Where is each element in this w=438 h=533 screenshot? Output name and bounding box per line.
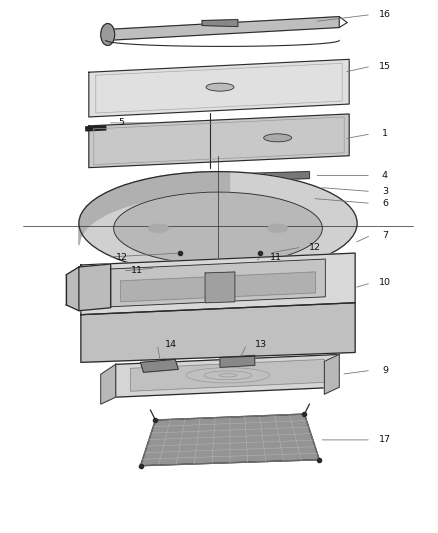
Polygon shape bbox=[116, 354, 339, 397]
Text: 10: 10 bbox=[379, 278, 391, 287]
Text: 12: 12 bbox=[309, 243, 321, 252]
Text: 14: 14 bbox=[165, 340, 177, 349]
Polygon shape bbox=[101, 365, 116, 404]
Polygon shape bbox=[86, 126, 106, 131]
Polygon shape bbox=[220, 356, 255, 367]
Polygon shape bbox=[184, 172, 207, 195]
Polygon shape bbox=[66, 267, 79, 311]
Polygon shape bbox=[240, 172, 309, 181]
Ellipse shape bbox=[268, 224, 288, 232]
Polygon shape bbox=[141, 359, 178, 373]
Ellipse shape bbox=[264, 134, 292, 142]
Polygon shape bbox=[207, 172, 230, 193]
Polygon shape bbox=[79, 215, 81, 245]
Text: 11: 11 bbox=[131, 266, 142, 276]
Text: 15: 15 bbox=[379, 62, 391, 71]
Polygon shape bbox=[89, 59, 349, 117]
Polygon shape bbox=[120, 272, 315, 302]
Text: 12: 12 bbox=[116, 253, 127, 262]
Text: 16: 16 bbox=[379, 10, 391, 19]
Polygon shape bbox=[124, 180, 142, 207]
Polygon shape bbox=[81, 303, 355, 362]
Polygon shape bbox=[141, 414, 319, 466]
Ellipse shape bbox=[101, 23, 115, 45]
Polygon shape bbox=[106, 17, 339, 41]
Polygon shape bbox=[111, 259, 325, 307]
Polygon shape bbox=[81, 206, 86, 237]
Text: 17: 17 bbox=[379, 435, 391, 445]
Polygon shape bbox=[205, 272, 235, 303]
Polygon shape bbox=[162, 173, 184, 198]
Ellipse shape bbox=[206, 83, 234, 91]
Polygon shape bbox=[86, 199, 95, 228]
Ellipse shape bbox=[148, 224, 168, 232]
Text: 13: 13 bbox=[254, 340, 267, 349]
Text: 4: 4 bbox=[382, 171, 388, 180]
Ellipse shape bbox=[283, 182, 305, 190]
Text: 11: 11 bbox=[270, 253, 282, 262]
Text: 9: 9 bbox=[382, 366, 388, 375]
Ellipse shape bbox=[79, 172, 357, 275]
Polygon shape bbox=[324, 354, 339, 394]
Polygon shape bbox=[142, 176, 162, 202]
Ellipse shape bbox=[281, 194, 298, 201]
Polygon shape bbox=[108, 185, 124, 213]
Polygon shape bbox=[202, 20, 238, 27]
Text: 1: 1 bbox=[382, 130, 388, 139]
Polygon shape bbox=[95, 191, 108, 221]
Polygon shape bbox=[79, 264, 111, 311]
Text: 6: 6 bbox=[382, 199, 388, 208]
Text: 7: 7 bbox=[382, 231, 388, 240]
Polygon shape bbox=[89, 114, 349, 168]
Polygon shape bbox=[81, 253, 355, 314]
Ellipse shape bbox=[114, 192, 322, 264]
Polygon shape bbox=[131, 359, 324, 391]
Text: 5: 5 bbox=[119, 118, 125, 127]
Text: 3: 3 bbox=[382, 187, 388, 196]
